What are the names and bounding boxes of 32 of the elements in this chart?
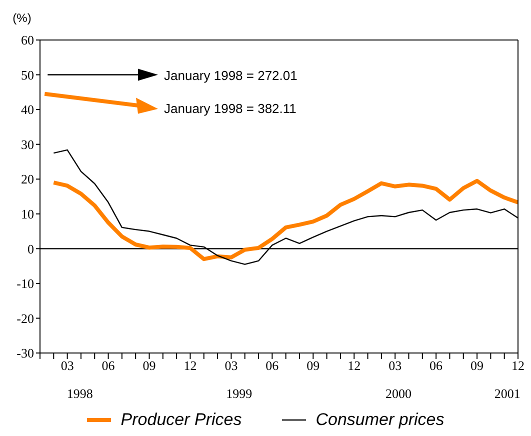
- y-tick-label: 30: [21, 136, 34, 152]
- y-tick-label: 0: [28, 241, 34, 256]
- line-series: [52, 178, 520, 262]
- y-tick-label: 50: [21, 67, 34, 82]
- x-tick-label: 12: [512, 358, 524, 374]
- x-tick-label: 06: [102, 358, 116, 374]
- text: 2001: [494, 386, 520, 401]
- text: 2000: [386, 386, 412, 401]
- x-tick-label: 09: [306, 358, 320, 374]
- annotation: January 1998 = 272.01: [164, 68, 298, 83]
- y-tick-label: 10: [21, 206, 34, 222]
- y-tick-label: 40: [21, 102, 34, 118]
- x-tick-label: 06: [430, 358, 444, 374]
- legend-label: Producer Prices: [120, 410, 242, 430]
- y-tick-label: -10: [16, 276, 34, 292]
- text: 1999: [226, 386, 252, 401]
- x-tick-label: 09: [142, 358, 156, 374]
- x-tick-label: 12: [348, 358, 361, 374]
- y-tick-label: -20: [16, 310, 34, 326]
- text: 1998: [66, 386, 93, 401]
- x-tick-label: 03: [60, 358, 74, 374]
- y-tick-label: -30: [16, 346, 34, 361]
- y-tick-label: 60: [21, 32, 34, 48]
- x-tick-label: 12: [184, 358, 197, 374]
- x-tick-label: 09: [470, 358, 484, 374]
- legend-label: Consumer prices: [316, 410, 444, 430]
- y-axis-title: (%): [12, 11, 32, 25]
- x-tick-label: 06: [266, 358, 280, 374]
- annotation: January 1998 = 382.11: [164, 100, 296, 116]
- x-tick-label: 03: [388, 358, 402, 374]
- x-tick-label: 03: [224, 358, 238, 374]
- y-tick-label: 20: [21, 172, 34, 187]
